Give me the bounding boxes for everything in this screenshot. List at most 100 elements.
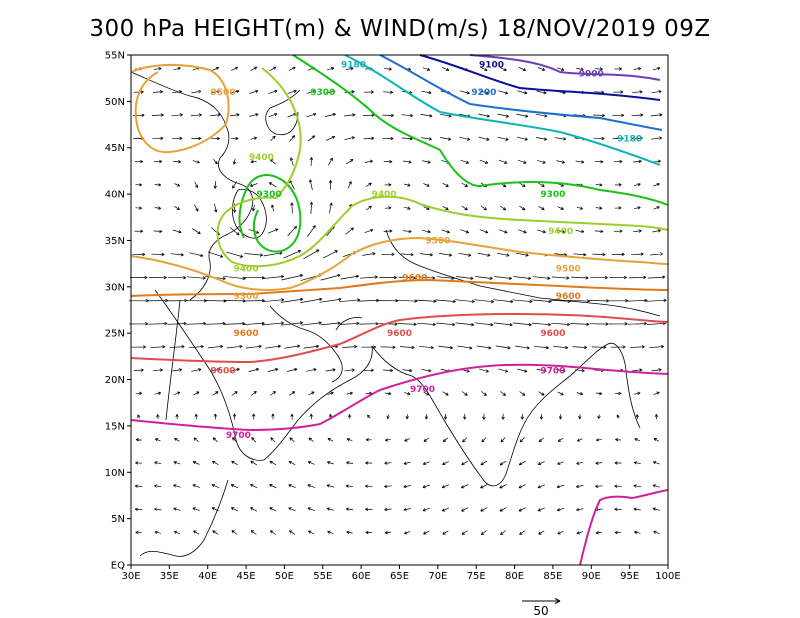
wind-arrow — [168, 275, 187, 280]
wind-arrow — [440, 137, 452, 141]
wind-arrow — [365, 507, 373, 512]
map-frame — [130, 54, 669, 566]
wind-arrow — [270, 437, 276, 443]
wind-arrow — [650, 113, 663, 117]
wind-arrow — [251, 204, 256, 212]
wind-arrow — [405, 414, 409, 420]
wind-arrow — [271, 204, 275, 212]
wind-arrow — [500, 437, 506, 443]
wind-arrow — [500, 530, 507, 535]
wind-arrow — [612, 136, 624, 141]
wind-arrow — [173, 159, 182, 164]
contour-9300-low — [238, 174, 302, 253]
wind-arrow — [513, 276, 532, 280]
wind-arrow — [576, 67, 584, 71]
wind-arrow — [454, 299, 475, 304]
wind-arrow — [173, 66, 181, 71]
wind-arrow — [320, 321, 341, 326]
wind-arrow — [348, 414, 352, 419]
wind-arrow — [226, 344, 243, 349]
wind-arrow — [309, 201, 314, 215]
reference-vector-label: 50 — [533, 604, 548, 618]
contour-9000 — [469, 54, 661, 81]
wind-arrow — [627, 298, 648, 303]
wind-arrow — [364, 484, 373, 488]
wind-arrow — [420, 114, 433, 118]
lat-label: 35N — [105, 236, 125, 247]
contour-label: 9300 — [310, 88, 335, 98]
wind-arrow — [518, 507, 526, 512]
wind-arrow — [595, 206, 603, 210]
wind-arrow — [192, 461, 200, 465]
wind-arrow — [148, 321, 168, 326]
wind-arrow — [249, 183, 258, 187]
wind-arrow — [613, 229, 623, 233]
wind-arrow — [557, 437, 564, 442]
wind-arrow — [496, 252, 510, 257]
wind-arrow — [615, 438, 621, 442]
wind-arrow — [595, 438, 602, 442]
wind-arrow — [171, 136, 183, 141]
wind-arrow — [495, 345, 511, 350]
wind-arrow — [151, 252, 165, 257]
wind-arrow — [326, 461, 334, 465]
contour-label: 9500 — [234, 292, 259, 302]
wind-arrow — [269, 507, 277, 512]
wind-arrow — [558, 414, 563, 420]
wind-arrow — [134, 507, 143, 512]
lon-label: 100E — [655, 571, 680, 582]
wind-arrow — [382, 113, 394, 118]
wind-arrow — [615, 391, 622, 396]
wind-arrow — [384, 438, 391, 442]
wind-arrow — [192, 507, 200, 512]
wind-arrow — [480, 530, 487, 535]
wind-arrow — [422, 461, 430, 465]
wind-arrow — [653, 530, 660, 535]
wind-arrow — [480, 205, 488, 211]
wind-arrow — [174, 206, 180, 211]
contour-label: 9100 — [479, 60, 504, 70]
wind-arrow — [365, 182, 372, 187]
wind-arrow — [631, 113, 644, 117]
wind-arrow — [478, 90, 490, 95]
wind-arrow — [173, 391, 181, 396]
wind-arrow — [154, 206, 162, 210]
wind-arrow — [455, 322, 475, 327]
wind-arrow — [326, 67, 335, 71]
lat-label: 45N — [105, 143, 125, 154]
wind-arrow — [463, 413, 467, 420]
lon-label: 50E — [275, 571, 294, 582]
wind-arrow — [420, 137, 432, 141]
wind-arrow — [307, 225, 316, 238]
lon-label: 95E — [620, 571, 639, 582]
wind-arrow — [289, 135, 296, 142]
wind-arrow — [401, 137, 413, 141]
wind-arrow — [403, 484, 411, 489]
wind-arrow — [653, 391, 660, 396]
wind-arrow — [153, 484, 162, 488]
wind-arrow — [537, 160, 546, 164]
wind-arrow — [191, 90, 202, 94]
wind-arrow — [342, 345, 358, 349]
contour-label: 9500 — [211, 88, 236, 98]
wind-arrow — [572, 345, 588, 350]
contour-label: 9700 — [410, 385, 435, 395]
wind-arrow — [242, 321, 265, 326]
lat-label: 25N — [105, 329, 125, 340]
wind-arrow — [137, 414, 141, 419]
wind-arrow — [169, 345, 185, 349]
wind-arrow — [595, 183, 603, 187]
wind-arrow — [213, 181, 217, 189]
wind-arrow — [597, 414, 601, 419]
wind-arrow — [379, 275, 397, 280]
wind-arrow — [327, 391, 334, 395]
wind-arrow — [212, 437, 218, 443]
wind-arrow — [493, 322, 513, 327]
wind-arrow — [133, 368, 144, 372]
wind-arrow — [152, 368, 163, 372]
wind-arrow — [480, 484, 488, 489]
wind-arrow — [264, 344, 281, 349]
wind-arrow — [154, 530, 161, 535]
wind-arrow — [267, 368, 279, 372]
